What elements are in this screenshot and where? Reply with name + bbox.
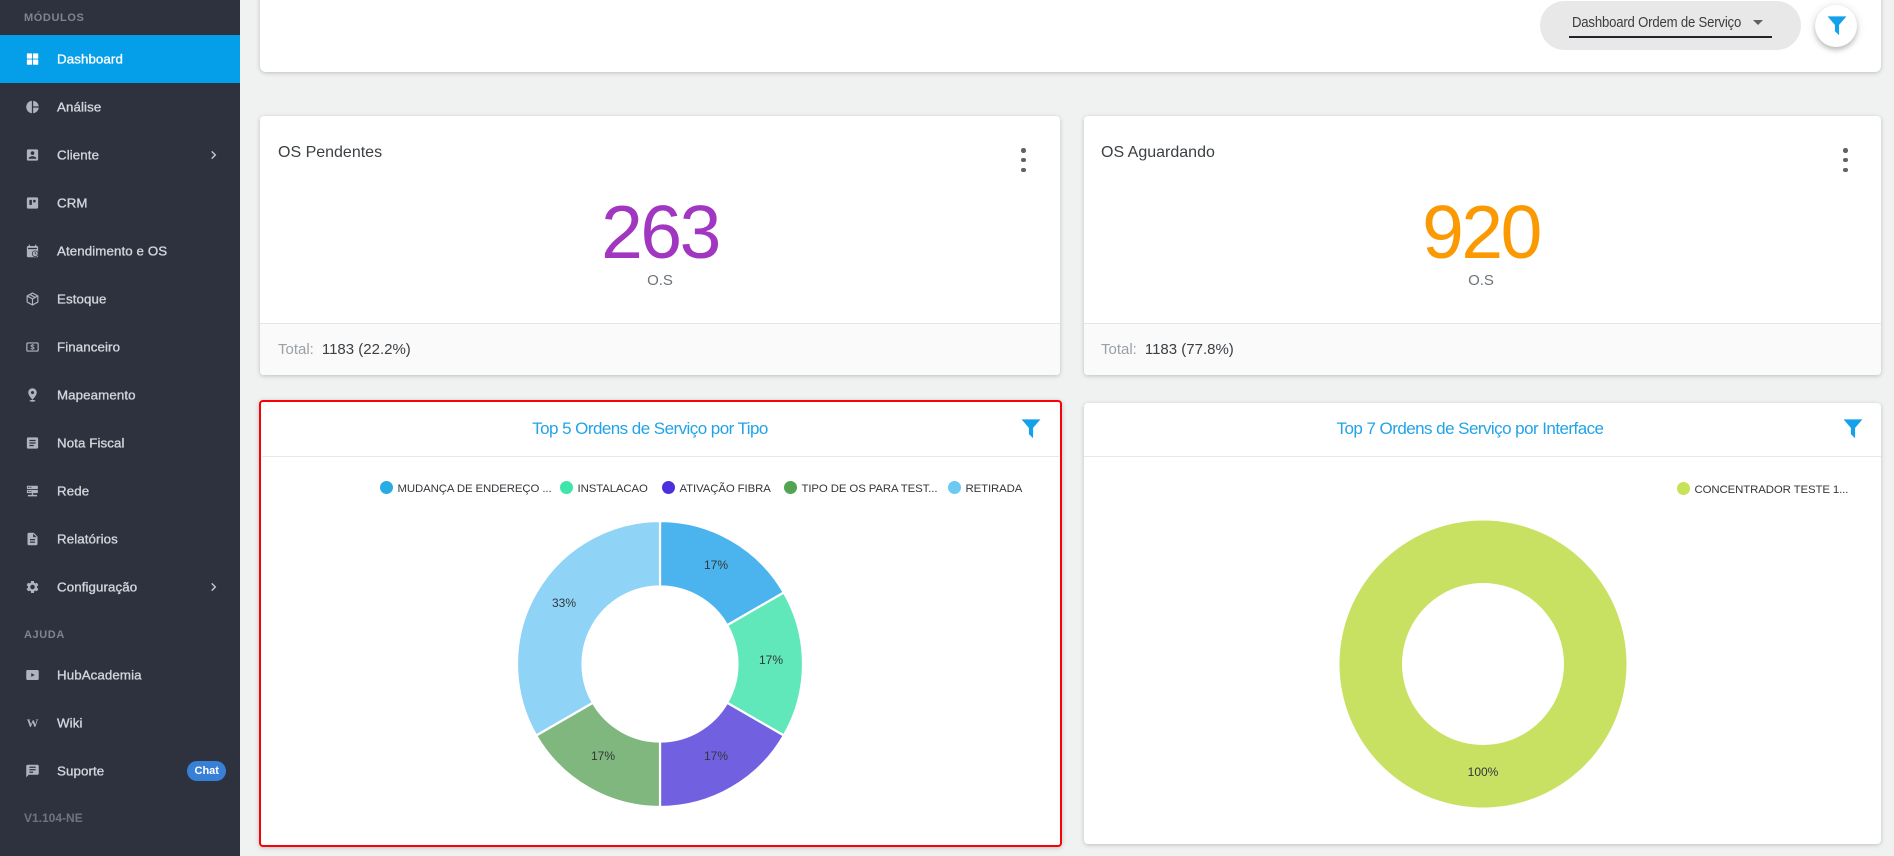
svg-text:W: W: [27, 716, 39, 730]
svg-text:$: $: [30, 343, 35, 352]
